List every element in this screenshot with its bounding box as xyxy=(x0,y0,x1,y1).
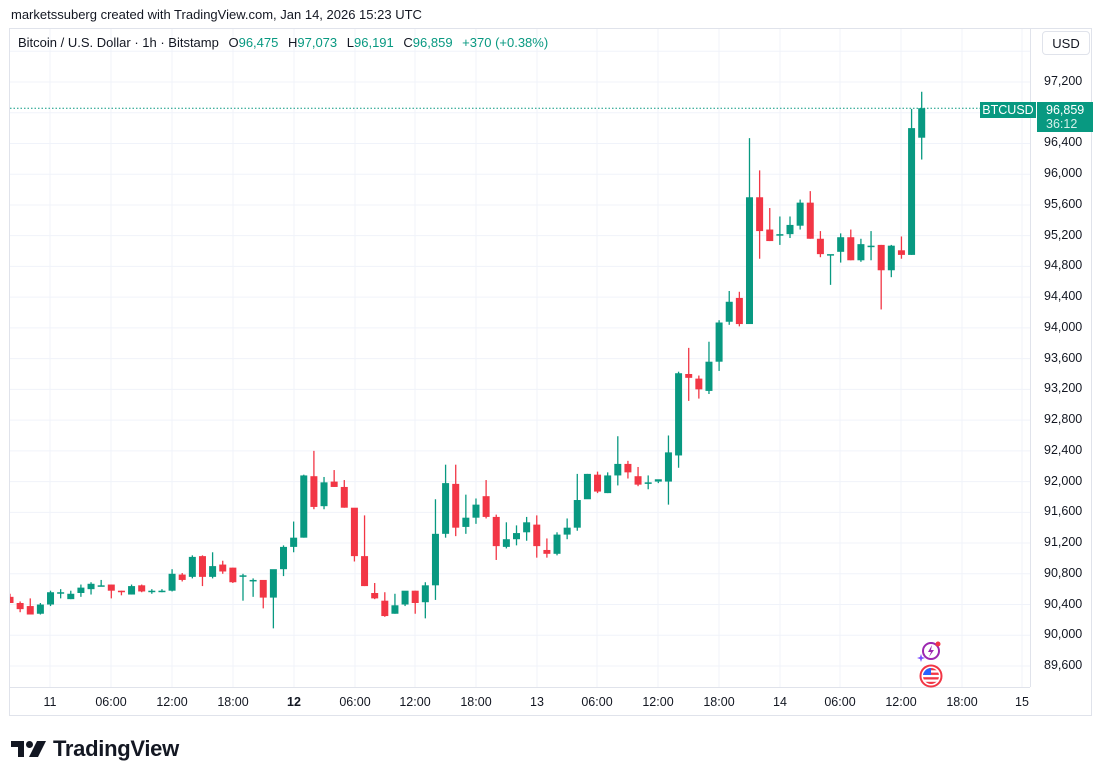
currency-button[interactable]: USD xyxy=(1042,31,1090,55)
time-tick-label: 12:00 xyxy=(642,695,674,709)
price-tick-label: 97,200 xyxy=(1044,74,1083,88)
price-tick-label: 92,000 xyxy=(1044,473,1083,488)
price-tick-label: 94,800 xyxy=(1044,258,1083,273)
price-tick-label: 90,000 xyxy=(1044,627,1083,642)
time-tick-label: 12:00 xyxy=(885,695,917,709)
price-tick-label: 89,600 xyxy=(1044,658,1083,672)
change-value: +370 (+0.38%) xyxy=(462,35,549,50)
us-flag-icon[interactable] xyxy=(919,664,943,688)
tradingview-logo-text: TradingView xyxy=(53,736,179,761)
price-tick-label: 91,200 xyxy=(1044,535,1083,550)
price-tick-label: 90,400 xyxy=(1044,596,1083,611)
price-tick-label: 96,000 xyxy=(1044,166,1083,181)
symbol-tag-label: BTCUSD xyxy=(982,103,1034,117)
time-axis-divider xyxy=(10,687,1030,688)
ai-spark-icon[interactable] xyxy=(916,640,942,664)
time-tick-label: 18:00 xyxy=(460,695,492,709)
time-tick-label: 06:00 xyxy=(581,695,613,709)
price-tick-label: 94,400 xyxy=(1044,289,1083,304)
price-tick-label: 95,600 xyxy=(1044,196,1083,211)
time-tick-label: 18:00 xyxy=(703,695,735,709)
price-tick-label: 93,200 xyxy=(1044,381,1083,396)
time-tick-label: 18:00 xyxy=(217,695,249,709)
price-axis-divider xyxy=(1030,29,1031,687)
price-tick-label: 90,800 xyxy=(1044,565,1083,580)
time-tick-label: 06:00 xyxy=(824,695,856,709)
open-value: 96,475 xyxy=(238,35,279,50)
bar-countdown: 36:12 xyxy=(1046,117,1078,131)
tradingview-logo[interactable]: TradingView xyxy=(11,736,179,762)
time-tick-label: 18:00 xyxy=(946,695,978,709)
low-label: L xyxy=(346,35,354,50)
price-tick-label: 96,400 xyxy=(1044,135,1083,150)
price-tick-label: 93,600 xyxy=(1044,350,1083,365)
price-tick-label: 91,600 xyxy=(1044,504,1083,519)
time-tick-label: 06:00 xyxy=(339,695,371,709)
time-tick-label: 12:00 xyxy=(399,695,431,709)
low-value: 96,191 xyxy=(354,35,394,50)
time-tick-label: 13 xyxy=(530,695,544,709)
symbol-tag: BTCUSD xyxy=(980,102,1036,118)
candlestick-chart xyxy=(10,29,1030,687)
time-tick-label: 12:00 xyxy=(156,695,188,709)
price-tick-label: 95,200 xyxy=(1044,227,1083,242)
credit-line: marketssuberg created with TradingView.c… xyxy=(11,7,422,22)
time-tick-label: 14 xyxy=(773,695,787,709)
close-value: 96,859 xyxy=(412,35,453,50)
time-tick-label: 11 xyxy=(43,695,57,709)
time-tick-label: 06:00 xyxy=(95,695,127,709)
chart-frame xyxy=(9,28,1092,716)
open-label: O xyxy=(228,35,239,50)
price-tick-label: 92,400 xyxy=(1044,442,1083,457)
close-label: C xyxy=(403,35,413,50)
time-tick-label: 15 xyxy=(1015,695,1029,709)
time-tick-label: 12 xyxy=(287,695,301,709)
symbol-description: Bitcoin / U.S. Dollar · 1h · Bitstamp xyxy=(18,35,219,50)
high-value: 97,073 xyxy=(297,35,338,50)
chart-plot-area[interactable] xyxy=(10,29,1030,687)
price-tick-label: 92,800 xyxy=(1044,412,1083,427)
last-price-tag: 96,859 36:12 xyxy=(1037,102,1093,132)
ohlc-legend: Bitcoin / U.S. Dollar · 1h · Bitstamp O9… xyxy=(18,35,548,50)
high-label: H xyxy=(287,35,298,50)
last-price-value: 96,859 xyxy=(1046,103,1085,117)
price-tick-label: 94,000 xyxy=(1044,319,1083,334)
tradingview-logo-icon xyxy=(11,741,46,757)
